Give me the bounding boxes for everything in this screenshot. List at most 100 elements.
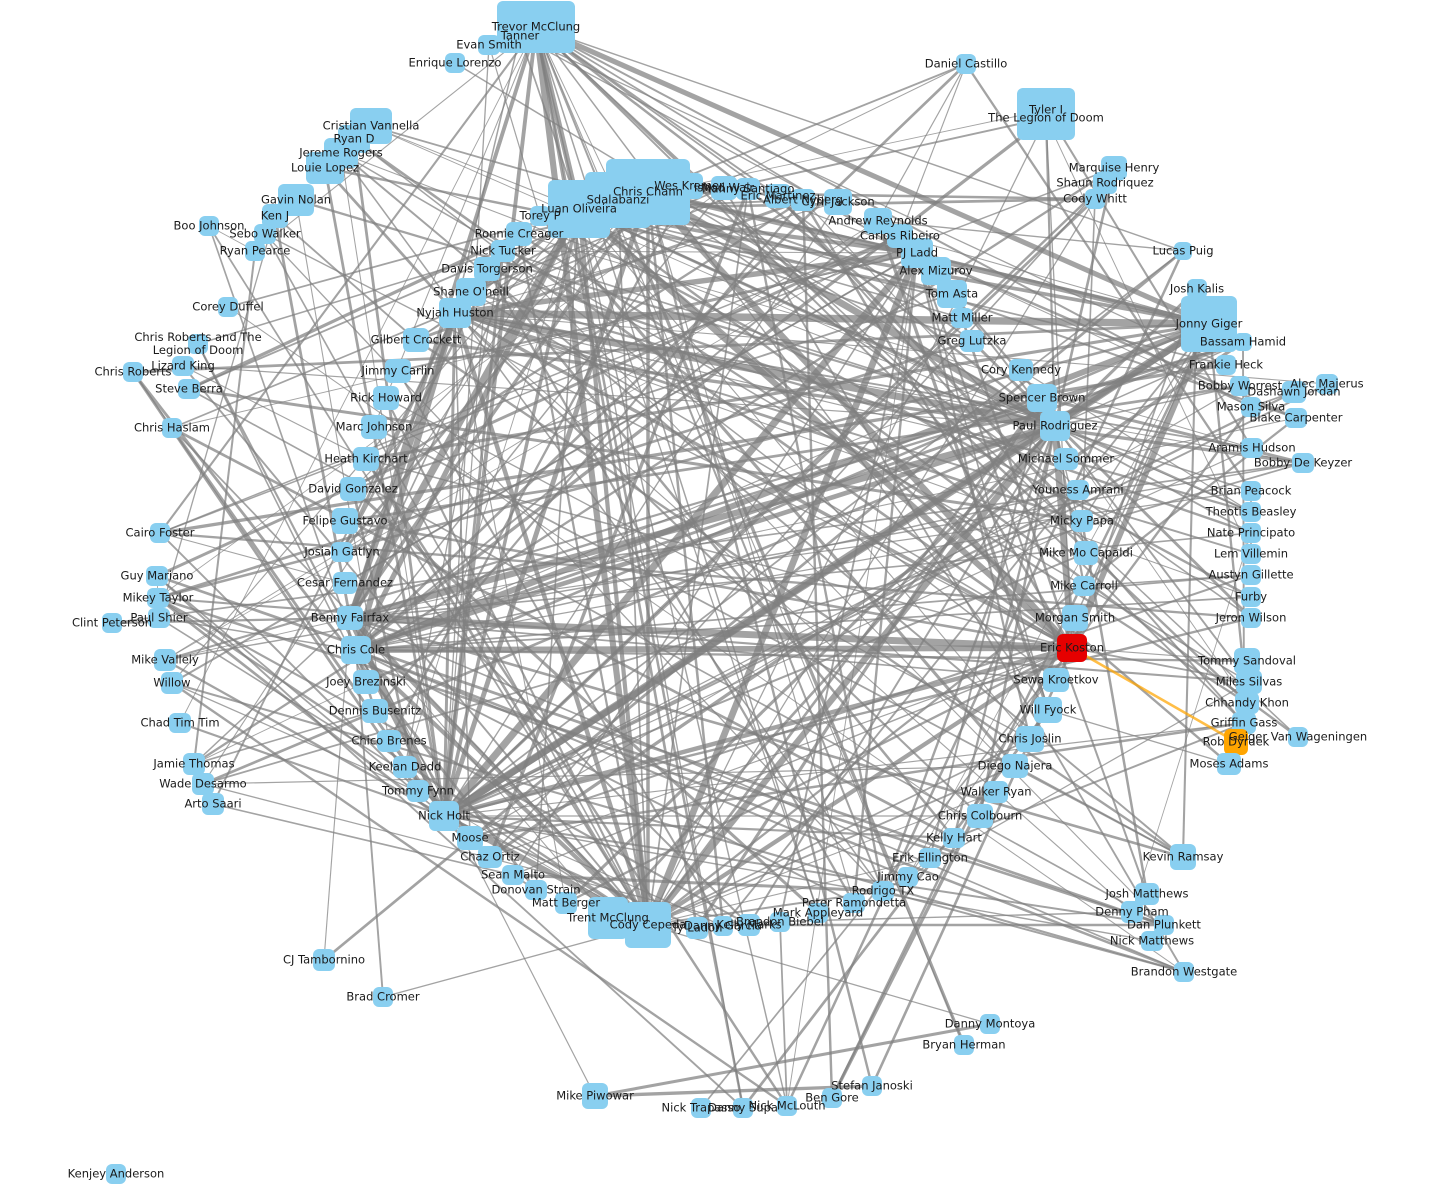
graph-node-daniel-castillo[interactable]: [956, 54, 976, 74]
graph-node-kenjey-anderson[interactable]: [106, 1164, 126, 1184]
graph-node-mikey-taylor[interactable]: [147, 588, 169, 608]
graph-node-aramis-hudson[interactable]: [1241, 438, 1263, 458]
graph-node-heath-kirchart[interactable]: [353, 447, 379, 471]
graph-node-kelly-hart[interactable]: [943, 828, 965, 848]
graph-node-brian-peacock[interactable]: [1241, 481, 1261, 501]
graph-node-eric-martinez[interactable]: [765, 184, 791, 208]
graph-node-paul-rodriguez[interactable]: [1040, 411, 1070, 441]
graph-node-paul-shier[interactable]: [148, 608, 170, 628]
graph-node-wes-kremer[interactable]: [675, 173, 703, 199]
graph-node-jimmy-cao[interactable]: [898, 867, 918, 887]
graph-node-nyjah-huston[interactable]: [439, 298, 471, 328]
graph-node-cody-whitt[interactable]: [1085, 189, 1105, 209]
graph-node-david-gonzalez[interactable]: [340, 477, 366, 501]
graph-node-stefan-janoski[interactable]: [862, 1076, 882, 1096]
graph-node-the-legion-of-doom[interactable]: [1017, 96, 1075, 140]
graph-node-tom-asta[interactable]: [937, 280, 967, 308]
graph-node-cody-cepeda[interactable]: [625, 902, 671, 948]
graph-node-danny-montoya[interactable]: [980, 1014, 1000, 1034]
graph-node-chris-colbourn[interactable]: [967, 804, 993, 828]
graph-node-chris-haslam[interactable]: [162, 418, 182, 438]
graph-node-luan-oliveira[interactable]: [548, 180, 610, 238]
graph-node-spencer-brown[interactable]: [1027, 384, 1057, 412]
graph-node-bassam-hamid[interactable]: [1234, 333, 1252, 351]
graph-node-austyn-gillette[interactable]: [1241, 565, 1261, 585]
graph-node-davis-torgerson[interactable]: [474, 257, 500, 281]
graph-node-chris-joslin[interactable]: [1016, 726, 1044, 752]
graph-node-trent-mcclung[interactable]: [588, 897, 628, 939]
graph-node-keelan-dadd[interactable]: [393, 756, 417, 778]
graph-node-frankie-heck[interactable]: [1216, 355, 1236, 375]
graph-node-chris-roberts[interactable]: [123, 362, 143, 382]
graph-node-lucas-puig[interactable]: [1174, 242, 1192, 260]
graph-node-steve-berra[interactable]: [178, 379, 200, 399]
graph-node-louie-lopez[interactable]: [306, 152, 344, 184]
graph-node-matt-berger[interactable]: [555, 892, 577, 914]
graph-node-boo-johnson[interactable]: [199, 216, 219, 236]
graph-node-lem-villemin[interactable]: [1241, 544, 1261, 564]
graph-node-danny-garcia[interactable]: [713, 916, 733, 936]
graph-node-wade-desarmo[interactable]: [192, 773, 214, 795]
graph-node-bobby-worrest[interactable]: [1230, 376, 1250, 396]
graph-node-michael-sommer[interactable]: [1054, 448, 1078, 470]
graph-node-matt-miller[interactable]: [951, 308, 973, 328]
graph-node-youness-amrani[interactable]: [1067, 480, 1089, 500]
graph-node-cairo-foster[interactable]: [150, 523, 170, 543]
graph-node-sewa-kroetkov[interactable]: [1043, 668, 1069, 692]
graph-node-ben-gore[interactable]: [822, 1088, 842, 1108]
graph-node-kelly-marks[interactable]: [738, 914, 760, 936]
graph-node-tanner[interactable]: [504, 23, 536, 49]
graph-node-furby[interactable]: [1241, 587, 1261, 607]
graph-node-chad-tim-tim[interactable]: [169, 713, 191, 733]
graph-node-denny-pham[interactable]: [1121, 901, 1143, 923]
graph-node-diego-najera[interactable]: [1002, 754, 1028, 778]
graph-node-torey-p[interactable]: [530, 206, 550, 226]
graph-node-rick-howard[interactable]: [373, 386, 399, 410]
graph-node-chris-roberts-and-the-legion-of-doom[interactable]: [188, 334, 208, 354]
graph-node-moses-adams[interactable]: [1217, 753, 1241, 775]
graph-node-mike-piwowar[interactable]: [582, 1083, 608, 1109]
graph-node-albert-nyberg[interactable]: [791, 189, 815, 211]
graph-node-benny-fairfax[interactable]: [337, 606, 363, 630]
graph-node-jonny-giger[interactable]: [1181, 296, 1237, 352]
graph-node-dennis-busenitz[interactable]: [362, 699, 388, 723]
graph-node-jamie-thomas[interactable]: [183, 753, 205, 775]
graph-node-enrique-lorenzo[interactable]: [445, 53, 465, 73]
graph-node-tommy-fynn[interactable]: [407, 780, 429, 802]
graph-node-felipe-gustavo[interactable]: [332, 508, 358, 534]
graph-node-gilbert-crockett[interactable]: [403, 328, 429, 352]
graph-node-mike-carroll[interactable]: [1073, 576, 1095, 596]
graph-node-brad-cromer[interactable]: [373, 987, 393, 1007]
graph-node-nick-tucker[interactable]: [491, 240, 515, 262]
graph-node-nate-principato[interactable]: [1241, 523, 1261, 543]
graph-node-guy-mariano[interactable]: [146, 566, 168, 586]
graph-node-josh-matthews[interactable]: [1135, 883, 1159, 905]
graph-node-peter-ramondetta[interactable]: [843, 893, 865, 913]
graph-node-cj-tambornino[interactable]: [313, 949, 335, 971]
graph-node-josh-kalis[interactable]: [1187, 279, 1207, 299]
graph-node-kevin-ramsay[interactable]: [1170, 844, 1196, 870]
graph-node-erik-ellington[interactable]: [919, 848, 941, 868]
graph-node-ryan-pearce[interactable]: [245, 241, 265, 261]
graph-node-rodrigo-tx[interactable]: [872, 881, 894, 901]
graph-node-tommy-sandoval[interactable]: [1234, 648, 1260, 674]
graph-node-ishod-wair[interactable]: [711, 176, 737, 200]
graph-node-mike-vallely[interactable]: [154, 649, 176, 671]
graph-node-rob-dyrdek[interactable]: [1224, 729, 1248, 755]
graph-node-cory-kennedy[interactable]: [1009, 359, 1033, 381]
graph-node-willow[interactable]: [161, 672, 183, 694]
graph-node-jeron-wilson[interactable]: [1241, 608, 1261, 628]
graph-node-manny-santiago[interactable]: [736, 178, 760, 200]
graph-node-brandon-westgate[interactable]: [1174, 962, 1194, 982]
graph-node-brandon-biebel[interactable]: [770, 912, 790, 932]
graph-node-sean-malto[interactable]: [502, 865, 524, 885]
graph-node-cyril-jackson[interactable]: [824, 189, 852, 215]
graph-node-clint-peterson[interactable]: [102, 613, 122, 633]
graph-node-mason-silva[interactable]: [1241, 397, 1261, 417]
graph-node-danny-supa[interactable]: [733, 1098, 753, 1118]
graph-node-griffin-gass[interactable]: [1232, 712, 1256, 734]
graph-node-nick-mclouth[interactable]: [777, 1096, 797, 1116]
graph-node-shaun-rodriquez[interactable]: [1093, 172, 1117, 194]
graph-node-micky-papa[interactable]: [1071, 510, 1093, 532]
